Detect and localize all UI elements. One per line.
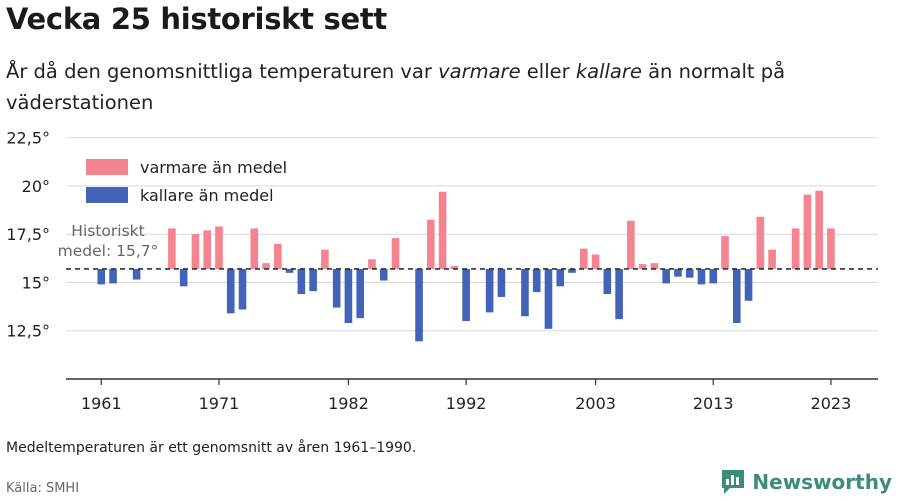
- x-tick-label: 2013: [693, 394, 734, 413]
- bar-1991: [450, 266, 459, 269]
- x-tick-label: 1982: [328, 394, 369, 413]
- bar-1976: [274, 243, 282, 269]
- bar-2010: [674, 268, 682, 277]
- bar-1982: [344, 268, 353, 324]
- bar-2004: [603, 268, 612, 295]
- bar-2002: [580, 248, 588, 269]
- bar-1975: [262, 263, 270, 269]
- bar-2014: [721, 236, 729, 269]
- bar-2015: [732, 268, 741, 324]
- y-tick-label: 12,5°: [6, 322, 50, 341]
- bar-2023: [827, 228, 835, 269]
- bar-1984: [368, 259, 376, 269]
- legend-label-cold: kallare än medel: [140, 186, 274, 205]
- bar-1985: [379, 268, 388, 281]
- source-text: Källa: SMHI: [6, 481, 80, 496]
- y-tick-label: 15°: [22, 273, 50, 292]
- subtitle-part-3: än normalt på väderstationen: [6, 60, 786, 114]
- bar-1986: [391, 238, 400, 269]
- bar-1997: [521, 268, 529, 317]
- bar-2021: [803, 194, 812, 269]
- bar-2001: [568, 268, 576, 273]
- bar-1973: [238, 268, 247, 310]
- bar-2020: [791, 228, 800, 269]
- bar-2022: [815, 190, 823, 269]
- legend-swatch-cold: [86, 187, 128, 203]
- bar-2007: [638, 264, 647, 269]
- x-tick-label: 1971: [199, 394, 240, 413]
- chart-title: Vecka 25 historiskt sett: [6, 2, 387, 36]
- footnote: Medeltemperaturen är ett genomsnitt av å…: [6, 440, 417, 456]
- bar-2009: [662, 268, 670, 284]
- bar-2012: [697, 268, 706, 285]
- bar-1977: [285, 268, 294, 273]
- bar-2005: [615, 268, 623, 320]
- bar-2016: [744, 268, 753, 301]
- bar-1962: [109, 268, 117, 284]
- bar-1970: [203, 230, 212, 269]
- bar-1994: [485, 268, 494, 313]
- baseline-label-line-1: Historiskt: [71, 222, 144, 240]
- bar-1969: [191, 234, 200, 269]
- bar-1995: [497, 268, 506, 297]
- bar-1998: [532, 268, 541, 293]
- brand-name: Newsworthy: [752, 470, 892, 494]
- bar-1992: [462, 268, 470, 322]
- grid-lines: [66, 137, 878, 332]
- legend-label-warm: varmare än medel: [140, 158, 287, 177]
- x-tick-label: 1961: [81, 394, 122, 413]
- legend: varmare än medel kallare än medel: [86, 158, 287, 205]
- subtitle-part-2: eller: [520, 60, 576, 83]
- newsworthy-logo-icon: [722, 470, 745, 494]
- bar-2006: [627, 220, 635, 269]
- bar-1990: [438, 191, 447, 269]
- temperature-bar-chart: 12,5° 15° 17,5° 20° 22,5° Historiskt medel: …: [6, 129, 878, 413]
- x-tick-label: 2023: [811, 394, 852, 413]
- subtitle-warm-word: varmare: [438, 60, 521, 83]
- bar-1981: [332, 268, 341, 308]
- subtitle-part-1: År då den genomsnittliga temperaturen va…: [6, 60, 439, 83]
- bars: [97, 190, 835, 342]
- baseline-label-line-2: medel: 15,7°: [58, 242, 159, 260]
- bar-2000: [556, 268, 565, 287]
- x-axis-ticks: 1961 1971 1982 1992 2003 2013 2023: [81, 379, 851, 413]
- bar-1974: [250, 228, 259, 269]
- y-tick-label: 17,5°: [6, 225, 50, 244]
- bar-2017: [756, 216, 765, 269]
- bar-1971: [215, 226, 223, 269]
- bar-1988: [415, 268, 423, 342]
- subtitle-cold-word: kallare: [575, 60, 642, 83]
- chart-subtitle: År då den genomsnittliga temperaturen va…: [6, 56, 866, 118]
- y-tick-label: 22,5°: [6, 129, 50, 148]
- bar-1979: [309, 268, 317, 292]
- bar-1999: [544, 268, 553, 329]
- bar-1961: [97, 268, 106, 285]
- bar-1980: [321, 249, 329, 269]
- bar-2011: [685, 268, 694, 278]
- bar-1983: [356, 268, 364, 319]
- bar-2003: [591, 254, 600, 269]
- x-tick-label: 1992: [446, 394, 487, 413]
- bar-2013: [709, 268, 718, 284]
- legend-swatch-warm: [86, 159, 128, 175]
- y-tick-label: 20°: [22, 177, 50, 196]
- bar-1978: [297, 268, 306, 295]
- baseline-label: Historiskt medel: 15,7°: [58, 222, 159, 260]
- bar-1967: [168, 228, 176, 269]
- brand-logo[interactable]: Newsworthy: [720, 468, 892, 496]
- y-axis-labels: 12,5° 15° 17,5° 20° 22,5°: [6, 129, 50, 341]
- bar-1964: [132, 268, 141, 280]
- bar-2018: [768, 249, 776, 269]
- x-tick-label: 2003: [575, 394, 616, 413]
- bar-1968: [179, 268, 188, 287]
- bar-1972: [226, 268, 235, 314]
- bar-1989: [427, 219, 435, 269]
- bar-2008: [650, 263, 659, 269]
